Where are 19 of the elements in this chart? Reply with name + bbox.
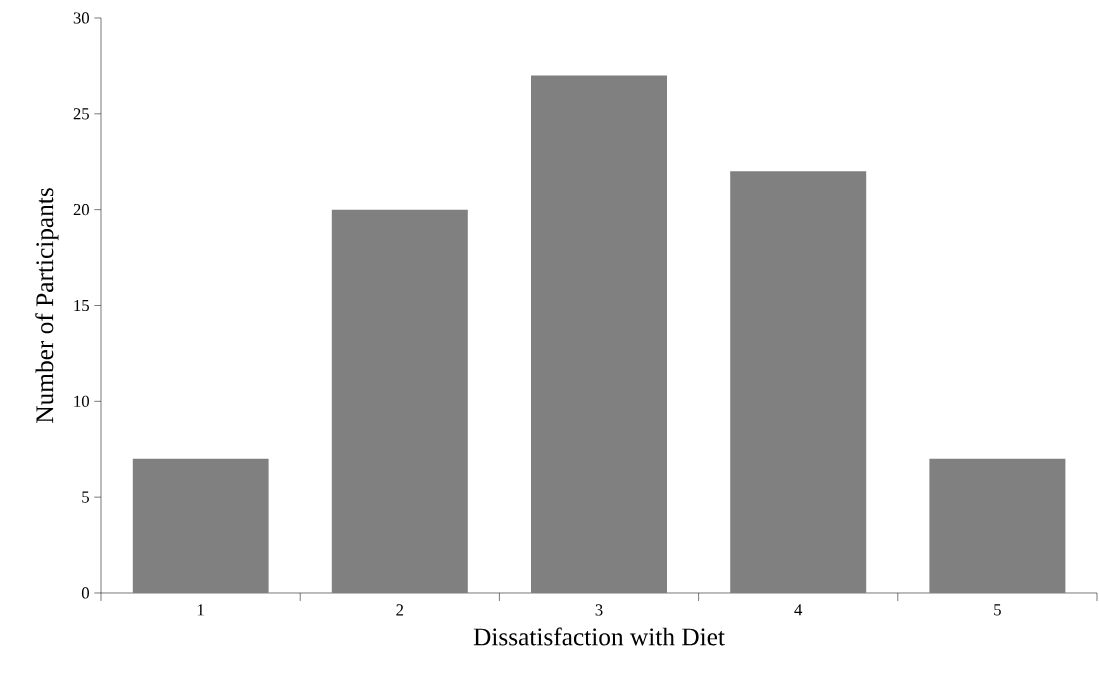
x-tick-label: 5 bbox=[994, 604, 1001, 616]
bar bbox=[331, 209, 468, 593]
y-tick-label: 15 bbox=[74, 299, 89, 312]
y-tick-label: 5 bbox=[82, 491, 89, 503]
bar bbox=[132, 458, 269, 593]
y-tick-label: 0 bbox=[81, 587, 89, 599]
x-tick-label: 1 bbox=[197, 604, 204, 616]
x-axis-title: Dissatisfaction with Diet bbox=[473, 627, 725, 646]
x-tick-label: 3 bbox=[595, 604, 603, 616]
x-tick-label: 2 bbox=[396, 604, 404, 616]
y-axis-title: Number of Participants bbox=[35, 188, 59, 423]
bar bbox=[730, 171, 867, 593]
y-tick-label: 30 bbox=[73, 12, 89, 24]
y-tick-label: 10 bbox=[74, 395, 89, 407]
bar bbox=[531, 75, 667, 593]
y-tick-label: 20 bbox=[73, 204, 89, 216]
bar bbox=[929, 458, 1066, 593]
x-tick-label: 4 bbox=[794, 604, 803, 616]
y-tick-label: 25 bbox=[73, 108, 89, 120]
